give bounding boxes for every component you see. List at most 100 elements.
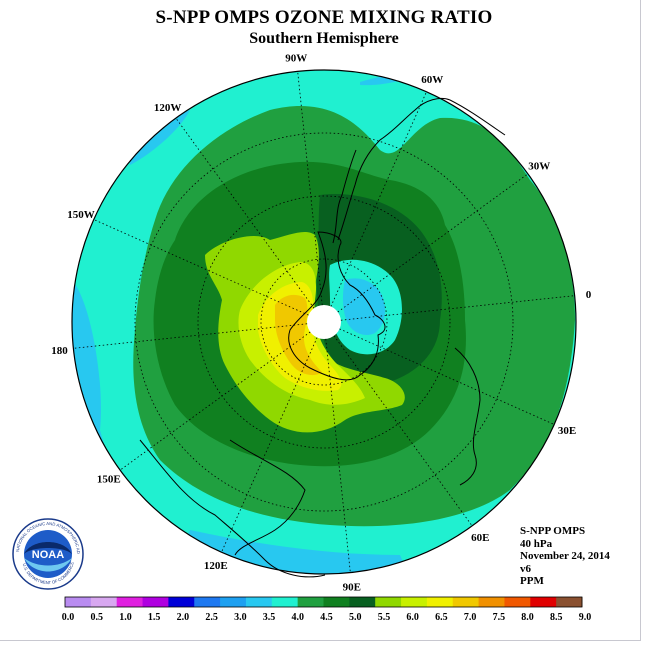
coastlines — [139, 97, 506, 578]
australia-coast — [139, 439, 326, 578]
lat-circle — [260, 258, 388, 386]
colorbar-cell — [504, 597, 531, 607]
image-frame — [0, 0, 641, 641]
instrument-label: S-NPP OMPS — [520, 525, 586, 537]
colorbar-cell — [452, 597, 480, 607]
meridian-line — [330, 91, 427, 307]
date-label: November 24, 2014 — [520, 550, 610, 562]
africa-coast — [454, 347, 481, 486]
meridian-line — [93, 219, 309, 316]
longitude-label: 90W — [285, 52, 307, 64]
longitude-labels: 90W 60W 30W 0 30E 60E 90E 120E 150E 180 150W 120W — [51, 52, 592, 593]
colorbar-label: 5.0 — [349, 612, 362, 623]
ozone-field — [72, 70, 576, 574]
longitude-label: 180 — [51, 345, 68, 357]
colorbar-label: 2.5 — [205, 612, 218, 623]
colorbar-border — [64, 596, 583, 608]
colorbar-label: 7.0 — [464, 612, 477, 623]
longitude-label: 120E — [204, 560, 228, 572]
colorbar-cell — [220, 597, 247, 607]
colorbar-cell — [245, 597, 273, 607]
colorbar-label: 1.5 — [148, 612, 161, 623]
pressure-level: 40 hPa — [520, 537, 553, 550]
antarctica-coast — [288, 231, 386, 381]
version-label: v6 — [520, 562, 531, 575]
meridian-line — [221, 337, 318, 553]
meridian-line — [333, 335, 473, 527]
meridian-line — [297, 71, 323, 306]
meridian-line — [73, 323, 308, 349]
colorbar-cell — [271, 597, 299, 607]
meridian-line — [325, 338, 351, 573]
colorbar-cell — [349, 597, 376, 607]
longitude-label: 150E — [97, 473, 121, 485]
colorbar-label: 6.5 — [435, 612, 448, 623]
colorbar-cell — [478, 597, 505, 607]
longitude-label: 60W — [421, 74, 443, 86]
meridian-line — [175, 117, 315, 309]
colorbar-label: 0.5 — [90, 612, 103, 623]
colorbar-cell — [556, 597, 583, 607]
info-block: S-NPP OMPS 40 hPa November 24, 2014 v6 P… — [520, 525, 610, 588]
colorbar-cell — [168, 597, 195, 607]
longitude-label: 0 — [586, 289, 592, 301]
longitude-label: 30W — [528, 161, 550, 173]
colorbar-cell — [530, 597, 557, 607]
colorbar-cell — [116, 597, 144, 607]
lat-circle — [134, 132, 514, 512]
graticule-meridians — [73, 71, 575, 573]
globe-outline — [71, 69, 577, 575]
longitude-label: 30E — [558, 425, 576, 437]
colorbar-cells — [64, 596, 583, 608]
meridian-line — [119, 331, 311, 471]
colorbar-label: 8.5 — [550, 612, 563, 623]
colorbar-label: 3.0 — [234, 612, 247, 623]
graticule-latitudes — [134, 132, 514, 512]
map-title: S-NPP OMPS OZONE MIXING RATIO — [155, 7, 493, 28]
colorbar-label: 1.0 — [119, 612, 132, 623]
colorbar-cell — [375, 597, 402, 607]
andes-coast — [332, 149, 357, 244]
longitude-label: 120W — [154, 102, 182, 114]
colorbar-cell — [401, 597, 428, 607]
colorbar-cell — [194, 597, 221, 607]
band-7-5 — [275, 294, 322, 376]
colorbar-label: 6.0 — [406, 612, 419, 623]
band-3-5-south — [160, 530, 420, 574]
logo-wave — [24, 558, 72, 572]
meridian-line — [340, 295, 575, 321]
map-subtitle: Southern Hemisphere — [249, 30, 399, 47]
logo-gull — [24, 542, 72, 554]
colorbar-cell — [323, 597, 350, 607]
meridian-line — [337, 173, 529, 313]
colorbar-label: 2.0 — [177, 612, 190, 623]
logo-text: NOAA — [32, 549, 64, 561]
lat-circle — [197, 195, 451, 449]
colorbar-label: 4.5 — [320, 612, 333, 623]
colorbar-cell — [297, 597, 324, 607]
colorbar-cell — [90, 597, 118, 607]
noaa-logo: NOAA NATIONAL OCEANIC AND ATMOSPHERIC AD… — [12, 518, 84, 590]
pole-no-data — [307, 305, 341, 339]
longitude-label: 60E — [471, 532, 489, 544]
colorbar-label: 3.5 — [263, 612, 276, 623]
meridian-line — [339, 328, 555, 425]
new-zealand-coast — [229, 439, 306, 556]
colorbar-cell — [65, 597, 92, 607]
colorbar-label: 9.0 — [579, 612, 592, 623]
colorbar-label: 7.5 — [493, 612, 506, 623]
colorbar-cell — [426, 597, 454, 607]
longitude-label: 150W — [67, 209, 95, 221]
colorbar-cell — [142, 597, 169, 607]
colorbar-label: 5.5 — [378, 612, 391, 623]
colorbar-label: 4.0 — [292, 612, 305, 623]
colorbar-label: 8.0 — [521, 612, 534, 623]
longitude-label: 90E — [343, 582, 361, 594]
south-america-coast — [337, 97, 506, 241]
hole-3-5 — [342, 278, 386, 335]
band-3-5-nw — [130, 110, 190, 165]
units-label: PPM — [520, 575, 544, 587]
colorbar-label: 0.0 — [62, 612, 75, 623]
